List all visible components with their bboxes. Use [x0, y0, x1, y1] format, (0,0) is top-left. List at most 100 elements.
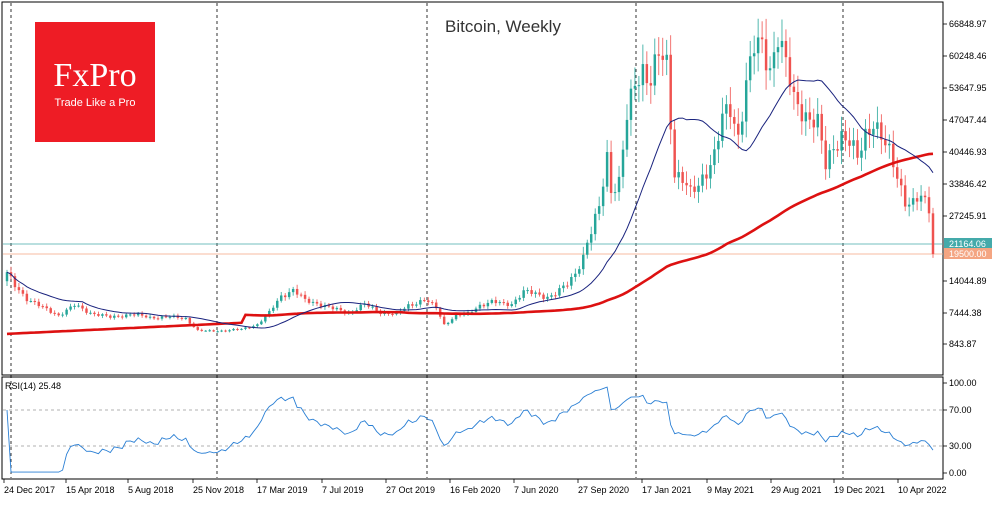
candle-body — [188, 317, 192, 324]
candle-body — [733, 117, 736, 124]
candle-body — [744, 80, 748, 122]
candle-body — [375, 306, 378, 311]
moving-averages — [6, 79, 934, 336]
time-tick-label: 27 Sep 2020 — [578, 485, 629, 495]
candle-body — [486, 302, 490, 307]
candle-body — [212, 330, 215, 332]
time-tick-label: 7 Jul 2019 — [322, 485, 364, 495]
candle-body — [808, 112, 812, 120]
rsi-tick-label: 0.00 — [949, 468, 967, 478]
candle-body — [196, 327, 199, 330]
candle-body — [33, 300, 37, 302]
candle-body — [586, 242, 589, 255]
candle-body — [132, 314, 136, 316]
candle-body — [888, 143, 891, 146]
candle-body — [152, 316, 156, 319]
candle-body — [748, 56, 752, 81]
candle-body — [737, 123, 740, 135]
candle-body — [13, 276, 17, 288]
candle-body — [844, 131, 847, 141]
candle-body — [236, 328, 239, 330]
price-tick-label: 27245.91 — [949, 211, 987, 221]
candle-body — [895, 167, 899, 179]
candle-body — [514, 299, 517, 305]
price-tick-label: 40446.93 — [949, 147, 987, 157]
candle-body — [97, 314, 100, 316]
candle-body — [228, 330, 231, 332]
candle-body — [431, 302, 434, 304]
price-tick-label: 60248.46 — [949, 51, 987, 61]
candle-body — [180, 317, 184, 319]
candle-body — [69, 306, 72, 310]
candle-body — [295, 288, 299, 295]
candle-body — [717, 140, 720, 150]
candle-body — [597, 206, 601, 214]
candle-body — [709, 165, 712, 179]
candle-body — [764, 39, 768, 71]
candle-body — [45, 306, 48, 309]
candle-body — [85, 308, 88, 313]
candle-body — [279, 295, 283, 301]
candle-body — [339, 307, 343, 311]
candle-body — [927, 197, 931, 214]
candle-body — [721, 113, 724, 141]
candle-body — [657, 54, 661, 56]
candle-body — [156, 318, 160, 320]
candle-body — [621, 149, 625, 177]
candle-body — [713, 149, 716, 166]
candle-body — [81, 305, 84, 309]
candle-body — [741, 121, 744, 135]
candle-body — [907, 204, 911, 207]
candle-body — [558, 288, 561, 296]
candle-body — [685, 182, 688, 186]
candle-body — [899, 178, 903, 186]
candle-body — [184, 317, 188, 319]
candle-body — [272, 307, 275, 311]
price-level-tag-label: 19500.00 — [949, 249, 987, 259]
candle-body — [144, 315, 148, 318]
candle-body — [359, 304, 362, 311]
candle-body — [645, 64, 649, 84]
candle-body — [852, 140, 855, 146]
candle-body — [220, 330, 223, 332]
candle-body — [65, 309, 68, 315]
rsi-tick-label: 70.00 — [949, 405, 972, 415]
candle-body — [864, 128, 867, 151]
price-tick-label: 33846.42 — [949, 179, 987, 189]
candle-body — [140, 313, 144, 316]
candle-body — [510, 304, 513, 306]
price-tick-label: 66848.97 — [949, 19, 987, 29]
candle-body — [570, 277, 573, 286]
candle-body — [617, 176, 621, 193]
price-tick-label: 53647.95 — [949, 83, 987, 93]
price-plot-frame — [1, 1, 944, 376]
candle-body — [593, 213, 597, 235]
time-axis: 24 Dec 2017 15 Apr 2018 5 Aug 2018 25 Nov 2… — [3, 479, 947, 495]
candle-body — [37, 301, 41, 307]
candle-body — [407, 304, 410, 309]
candle-body — [423, 300, 426, 302]
rsi-tick-label: 30.00 — [949, 441, 972, 451]
candle-body — [562, 285, 565, 289]
rsi-line — [6, 386, 934, 473]
candle-body — [482, 304, 486, 307]
candle-body — [506, 302, 509, 306]
candle-body — [729, 104, 732, 118]
candle-body — [820, 113, 823, 141]
candle-body — [609, 152, 613, 193]
candle-body — [331, 306, 335, 310]
candle-body — [291, 288, 295, 293]
candle-body — [756, 37, 760, 54]
candle-body — [411, 304, 414, 306]
candle-body — [856, 140, 859, 158]
logo-background — [35, 22, 155, 142]
candle-body — [168, 316, 172, 318]
candle-body — [637, 85, 641, 87]
rsi-plot-frame — [1, 376, 944, 480]
candle-body — [136, 313, 140, 316]
candle-body — [892, 143, 895, 168]
candle-body — [276, 300, 279, 308]
time-tick-label: 5 Aug 2018 — [128, 485, 174, 495]
